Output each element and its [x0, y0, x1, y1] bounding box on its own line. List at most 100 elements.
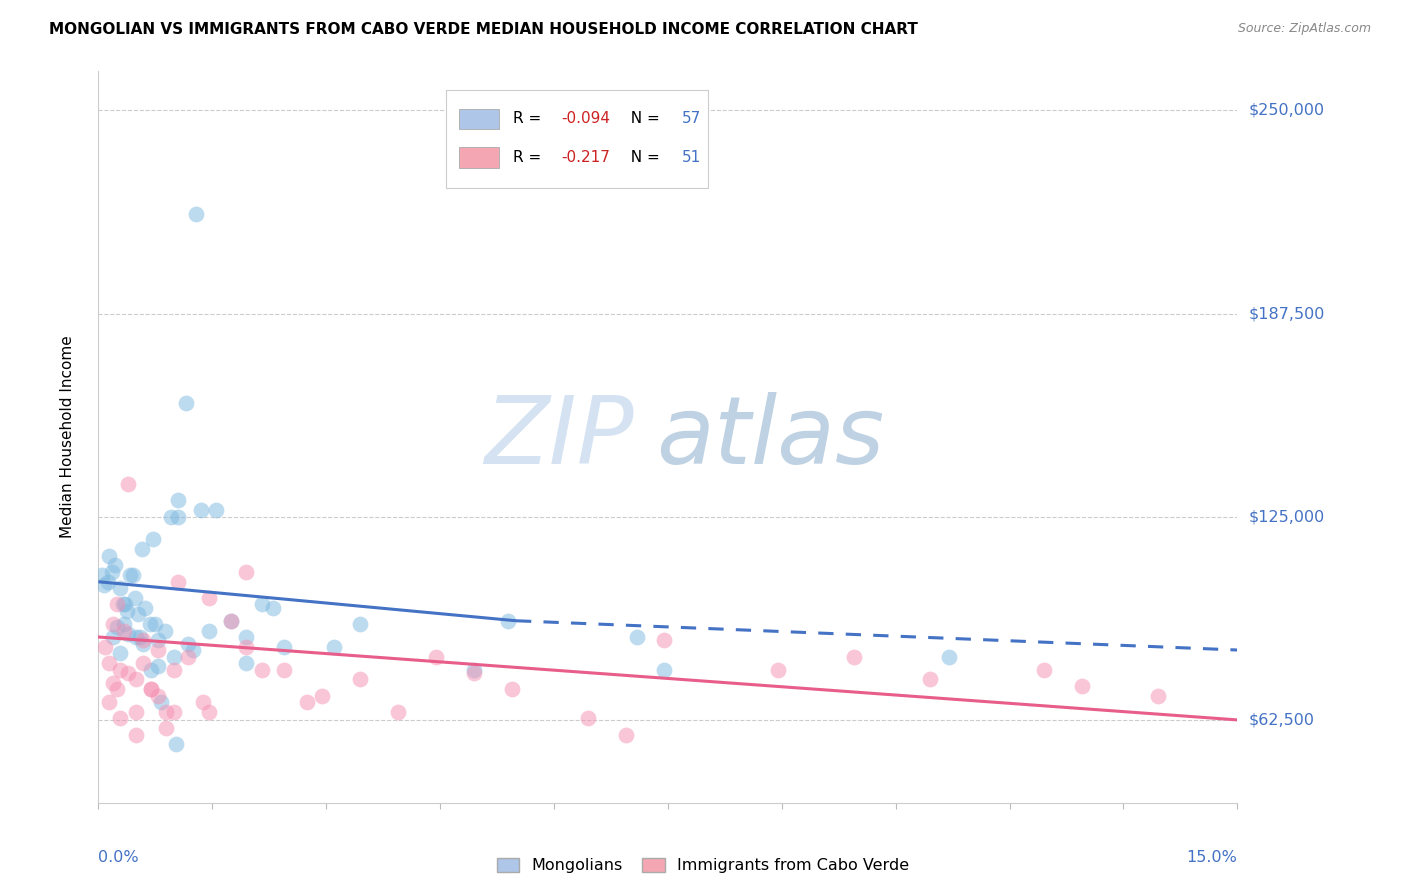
Point [652, 663, 675, 677]
Point [167, 509, 190, 524]
Point [139, 681, 162, 696]
Point [626, 630, 648, 644]
Point [124, 630, 146, 644]
FancyBboxPatch shape [446, 90, 707, 188]
Point [1032, 663, 1054, 677]
Point [463, 663, 485, 677]
Point [139, 663, 162, 677]
Text: R =: R = [513, 150, 546, 165]
Point [98, 695, 121, 709]
Point [98, 549, 121, 563]
Point [938, 649, 960, 664]
Point [101, 630, 124, 644]
Point [842, 649, 865, 664]
Text: R =: R = [513, 112, 546, 127]
Point [117, 665, 139, 680]
Bar [460, 109, 499, 129]
Point [114, 598, 136, 612]
Text: ZIP: ZIP [484, 392, 634, 483]
Point [93, 578, 115, 592]
Point [155, 705, 177, 719]
Point [1070, 679, 1092, 693]
Point [124, 673, 146, 687]
Text: $62,500: $62,500 [1249, 713, 1315, 727]
Point [250, 598, 273, 612]
Point [148, 659, 170, 673]
Point [91, 568, 114, 582]
Point [132, 656, 155, 670]
Point [235, 656, 257, 670]
Point [105, 681, 128, 696]
Point [117, 626, 139, 640]
Point [387, 705, 409, 719]
Point [167, 574, 190, 589]
Text: 51: 51 [682, 150, 700, 165]
Text: 0.0%: 0.0% [98, 850, 139, 865]
Point [183, 643, 205, 657]
Point [162, 649, 184, 664]
Text: MONGOLIAN VS IMMIGRANTS FROM CABO VERDE MEDIAN HOUSEHOLD INCOME CORRELATION CHAR: MONGOLIAN VS IMMIGRANTS FROM CABO VERDE … [49, 22, 918, 37]
Text: -0.094: -0.094 [561, 112, 610, 127]
Point [766, 663, 789, 677]
Point [273, 640, 295, 654]
Point [105, 620, 128, 634]
Point [235, 565, 257, 579]
Point [197, 624, 219, 638]
Point [311, 689, 333, 703]
Text: N =: N = [621, 112, 665, 127]
Point [139, 681, 162, 696]
Point [159, 509, 181, 524]
Point [463, 665, 485, 680]
Point [124, 705, 146, 719]
Point [190, 503, 212, 517]
Text: Source: ZipAtlas.com: Source: ZipAtlas.com [1237, 22, 1371, 36]
Point [155, 721, 177, 735]
Point [121, 568, 143, 582]
Point [205, 503, 228, 517]
Point [117, 477, 139, 491]
Point [177, 649, 200, 664]
Point [349, 673, 371, 687]
Point [250, 663, 273, 677]
Point [425, 649, 447, 664]
Point [146, 633, 169, 648]
Point [108, 581, 131, 595]
Point [262, 600, 284, 615]
Point [197, 591, 219, 605]
Text: N =: N = [621, 150, 665, 165]
Y-axis label: Median Household Income: Median Household Income [60, 335, 75, 539]
Point [221, 614, 243, 628]
Point [111, 598, 134, 612]
Point [197, 705, 219, 719]
Point [112, 617, 135, 632]
Point [1146, 689, 1168, 703]
Text: 57: 57 [682, 112, 700, 127]
Point [94, 640, 117, 654]
Point [129, 630, 152, 644]
Bar [460, 147, 499, 168]
Legend: Mongolians, Immigrants from Cabo Verde: Mongolians, Immigrants from Cabo Verde [491, 851, 915, 880]
Point [98, 656, 121, 670]
Point [139, 617, 162, 632]
Point [155, 624, 177, 638]
Point [112, 624, 135, 638]
Point [148, 643, 170, 657]
Text: 15.0%: 15.0% [1187, 850, 1237, 865]
Point [501, 681, 523, 696]
Point [184, 207, 207, 221]
Text: -0.217: -0.217 [561, 150, 610, 165]
Point [117, 604, 139, 618]
Point [221, 614, 243, 628]
Point [273, 663, 295, 677]
Point [652, 633, 675, 648]
Point [110, 711, 132, 725]
Point [145, 617, 167, 632]
Point [110, 646, 132, 660]
Point [96, 574, 118, 589]
Point [101, 675, 124, 690]
Point [174, 396, 197, 410]
Point [177, 636, 200, 650]
Point [149, 695, 172, 709]
Point [105, 598, 128, 612]
Point [142, 533, 165, 547]
